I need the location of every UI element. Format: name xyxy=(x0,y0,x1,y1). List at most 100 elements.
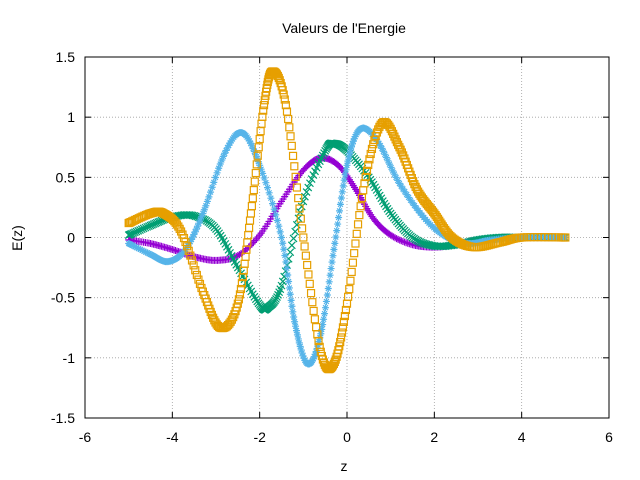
data-point xyxy=(301,251,310,260)
data-point xyxy=(284,114,293,124)
data-point xyxy=(297,202,306,211)
data-point xyxy=(216,160,224,168)
data-point xyxy=(270,205,278,213)
data-point xyxy=(362,166,372,175)
data-point xyxy=(392,173,400,181)
data-point xyxy=(378,144,386,152)
data-point xyxy=(275,76,284,85)
data-point xyxy=(339,182,347,190)
data-point xyxy=(246,209,256,218)
data-point xyxy=(561,233,570,242)
x-tick-label: 4 xyxy=(518,429,526,445)
data-point xyxy=(138,246,146,254)
data-point xyxy=(257,165,265,173)
data-point xyxy=(318,325,326,333)
data-point xyxy=(235,290,245,299)
data-point xyxy=(300,354,308,362)
data-point xyxy=(244,135,252,143)
data-point xyxy=(355,210,364,220)
data-point xyxy=(292,327,300,335)
data-point xyxy=(350,249,359,258)
data-point xyxy=(326,271,334,279)
data-point xyxy=(386,124,395,133)
data-point xyxy=(331,355,340,364)
data-point xyxy=(350,135,358,143)
data-point xyxy=(330,357,339,367)
data-point xyxy=(390,170,398,178)
data-point xyxy=(299,233,308,242)
y-tick-label: 1 xyxy=(67,109,75,125)
data-point xyxy=(140,247,148,255)
data-point xyxy=(253,235,261,243)
data-point xyxy=(312,347,320,355)
data-point xyxy=(172,220,182,229)
data-point xyxy=(392,138,402,147)
data-point xyxy=(186,251,195,260)
data-point xyxy=(336,207,344,215)
data-point xyxy=(187,211,195,220)
data-point xyxy=(298,349,306,357)
data-point xyxy=(311,350,319,358)
data-point xyxy=(198,213,206,221)
data-point xyxy=(286,290,294,298)
data-point xyxy=(245,216,255,225)
data-point xyxy=(181,237,190,247)
data-point xyxy=(322,297,330,305)
data-point xyxy=(260,96,269,105)
data-point xyxy=(338,188,346,196)
data-point xyxy=(290,313,298,321)
data-point xyxy=(328,258,336,266)
data-point xyxy=(324,284,332,292)
data-point xyxy=(396,145,405,154)
data-point xyxy=(356,202,365,211)
data-point xyxy=(304,270,313,279)
data-point xyxy=(352,229,361,238)
data-point xyxy=(190,230,198,238)
data-point xyxy=(318,151,327,160)
data-point xyxy=(262,179,270,187)
data-point xyxy=(283,264,291,272)
y-axis-label: E(z) xyxy=(9,225,25,251)
data-point xyxy=(297,224,307,233)
data-point xyxy=(306,289,316,298)
data-point xyxy=(384,157,392,165)
data-point xyxy=(316,347,325,356)
y-tick-label: -0.5 xyxy=(51,290,75,306)
data-point xyxy=(360,179,369,188)
data-point xyxy=(367,144,377,154)
data-point xyxy=(386,160,394,168)
x-tick-label: 2 xyxy=(430,429,438,445)
data-point xyxy=(338,323,348,332)
data-point xyxy=(205,193,213,201)
data-point xyxy=(308,357,316,365)
data-point xyxy=(310,315,319,324)
data-point xyxy=(259,169,267,177)
data-point xyxy=(357,193,367,203)
data-point xyxy=(272,211,280,219)
data-point xyxy=(278,86,287,95)
data-point xyxy=(227,315,237,324)
data-point xyxy=(250,148,258,156)
data-point xyxy=(210,178,218,186)
data-point xyxy=(290,162,299,171)
data-point xyxy=(225,141,233,149)
data-point xyxy=(296,343,304,351)
data-point xyxy=(310,353,318,361)
data-point xyxy=(248,240,256,248)
data-point xyxy=(229,313,238,322)
data-point xyxy=(248,142,256,150)
data-point xyxy=(284,271,292,279)
data-point xyxy=(208,183,216,191)
data-point xyxy=(276,228,284,236)
data-point xyxy=(387,164,395,172)
data-point xyxy=(280,95,289,104)
data-point xyxy=(399,185,407,193)
data-point xyxy=(348,143,355,151)
data-point xyxy=(395,179,403,187)
data-point xyxy=(142,248,150,256)
data-point xyxy=(221,149,229,157)
data-point xyxy=(174,222,183,231)
data-point xyxy=(379,147,387,155)
data-point xyxy=(351,133,359,141)
data-point xyxy=(309,355,317,363)
